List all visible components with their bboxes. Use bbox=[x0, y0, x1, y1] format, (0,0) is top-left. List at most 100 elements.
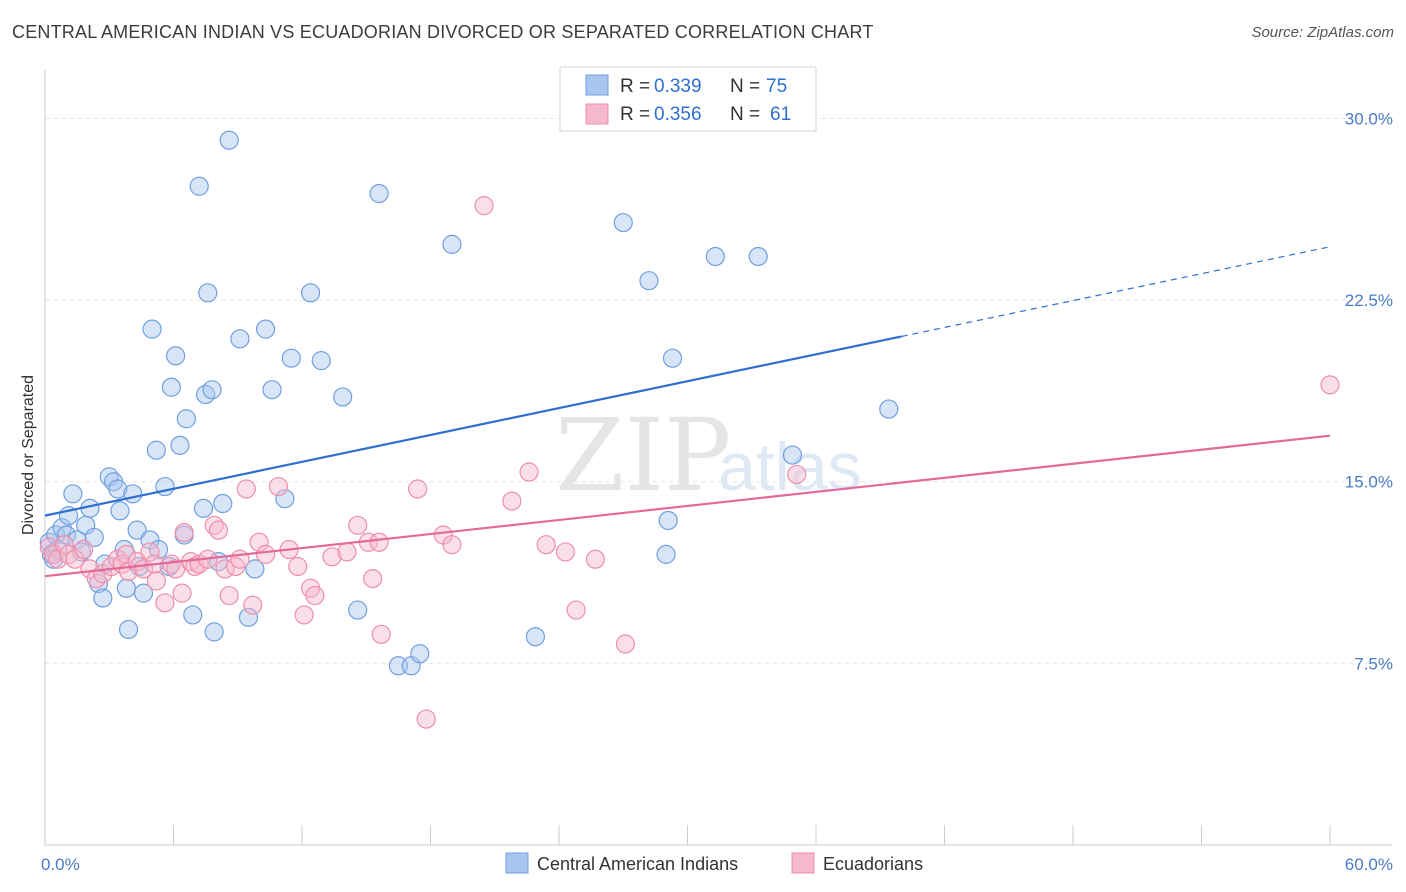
data-point bbox=[288, 556, 308, 577]
watermark: ZIP atlas bbox=[555, 397, 862, 514]
legend-top: R = 0.339 N = 75 R = 0.356 N = 61 bbox=[559, 66, 817, 132]
y-tick-label: 30.0% bbox=[1345, 109, 1393, 128]
legend-n-value-1: 75 bbox=[766, 76, 787, 97]
data-point bbox=[108, 479, 128, 499]
series-ecuadorians bbox=[39, 196, 1340, 729]
data-point bbox=[193, 498, 214, 518]
legend-bottom: Central American Indians Ecuadorians bbox=[505, 852, 923, 874]
data-point bbox=[110, 501, 130, 521]
data-point bbox=[204, 622, 224, 642]
data-point bbox=[656, 544, 676, 564]
data-point bbox=[118, 619, 139, 640]
data-point bbox=[658, 510, 678, 531]
data-point bbox=[174, 522, 194, 543]
data-point bbox=[172, 583, 192, 603]
axes bbox=[44, 70, 1392, 846]
legend-bottom-label-ecuadorians: Ecuadorians bbox=[823, 854, 923, 874]
trend-line-central-american-indians bbox=[44, 335, 902, 517]
data-point bbox=[146, 571, 166, 591]
data-point bbox=[243, 595, 263, 615]
data-point bbox=[146, 440, 166, 460]
data-point bbox=[245, 559, 265, 579]
data-point bbox=[337, 542, 357, 562]
data-point bbox=[705, 246, 725, 267]
data-point bbox=[782, 445, 803, 465]
data-point bbox=[249, 532, 269, 552]
data-point bbox=[363, 568, 383, 589]
legend-swatch-central-american-indians bbox=[585, 74, 609, 96]
gridlines bbox=[45, 117, 1392, 664]
data-point bbox=[140, 542, 160, 562]
data-point bbox=[189, 176, 209, 196]
data-point bbox=[176, 409, 196, 429]
data-point bbox=[170, 435, 190, 455]
y-tick-label: 15.0% bbox=[1345, 473, 1393, 492]
data-point bbox=[502, 491, 522, 511]
data-point bbox=[333, 387, 353, 407]
data-point bbox=[281, 348, 301, 368]
data-point bbox=[116, 544, 136, 564]
data-point bbox=[202, 380, 222, 400]
data-point bbox=[161, 377, 181, 397]
data-point bbox=[311, 351, 331, 371]
data-point bbox=[748, 246, 768, 267]
data-point bbox=[525, 627, 546, 647]
data-point bbox=[230, 329, 250, 349]
watermark-zip: ZIP bbox=[555, 397, 731, 514]
data-point bbox=[93, 588, 113, 608]
data-point bbox=[80, 559, 100, 579]
x-tick-label: 60.0% bbox=[1345, 855, 1393, 874]
data-point bbox=[1320, 375, 1340, 395]
data-point bbox=[536, 535, 556, 555]
data-point bbox=[348, 600, 368, 620]
data-point bbox=[410, 644, 430, 664]
trend-lines bbox=[44, 246, 1331, 578]
data-point bbox=[442, 234, 462, 254]
data-point bbox=[322, 547, 342, 567]
y-tick-label: 22.5% bbox=[1345, 291, 1393, 310]
data-point bbox=[474, 196, 494, 216]
data-point bbox=[230, 549, 250, 569]
data-point bbox=[183, 605, 203, 625]
legend-n-label-2: N = bbox=[730, 104, 760, 125]
data-point bbox=[305, 585, 325, 606]
data-point bbox=[555, 542, 576, 562]
data-point bbox=[519, 462, 539, 482]
data-point bbox=[613, 212, 633, 233]
data-point bbox=[369, 532, 389, 552]
legend-swatch-ecuadorians bbox=[585, 103, 609, 125]
legend-bottom-swatch-central-american-indians bbox=[505, 852, 529, 874]
data-point bbox=[348, 515, 368, 535]
legend-n-label-1: N = bbox=[730, 76, 760, 97]
data-point bbox=[133, 583, 154, 603]
data-point bbox=[416, 709, 436, 729]
legend-r-label-2: R = bbox=[620, 104, 650, 125]
data-point bbox=[879, 399, 899, 419]
data-point bbox=[268, 476, 289, 497]
tick-labels: 7.5% 15.0% 22.5% 30.0% 0.0% 60.0% bbox=[41, 109, 1393, 874]
data-point bbox=[369, 183, 389, 204]
legend-bottom-label-central-american-indians: Central American Indians bbox=[537, 854, 738, 874]
x-tick-label: 0.0% bbox=[41, 855, 80, 874]
data-point bbox=[238, 607, 259, 627]
data-point bbox=[662, 348, 683, 368]
data-point bbox=[566, 600, 586, 620]
data-point bbox=[166, 346, 186, 366]
data-point bbox=[116, 578, 136, 598]
data-point bbox=[255, 544, 276, 564]
data-point bbox=[43, 549, 64, 569]
series-central-american-indians bbox=[39, 130, 899, 676]
legend-r-value-1: 0.339 bbox=[654, 76, 702, 97]
data-point bbox=[155, 593, 175, 613]
source-credit: Source: ZipAtlas.com bbox=[1251, 24, 1394, 41]
data-point bbox=[213, 493, 233, 514]
data-point bbox=[585, 549, 606, 569]
data-point bbox=[255, 319, 276, 339]
data-point bbox=[442, 535, 462, 555]
data-point bbox=[262, 380, 282, 400]
data-point bbox=[294, 605, 314, 625]
chart-title: CENTRAL AMERICAN INDIAN VS ECUADORIAN DI… bbox=[12, 22, 874, 42]
data-point bbox=[236, 479, 256, 499]
trend-line-extension bbox=[901, 246, 1331, 337]
